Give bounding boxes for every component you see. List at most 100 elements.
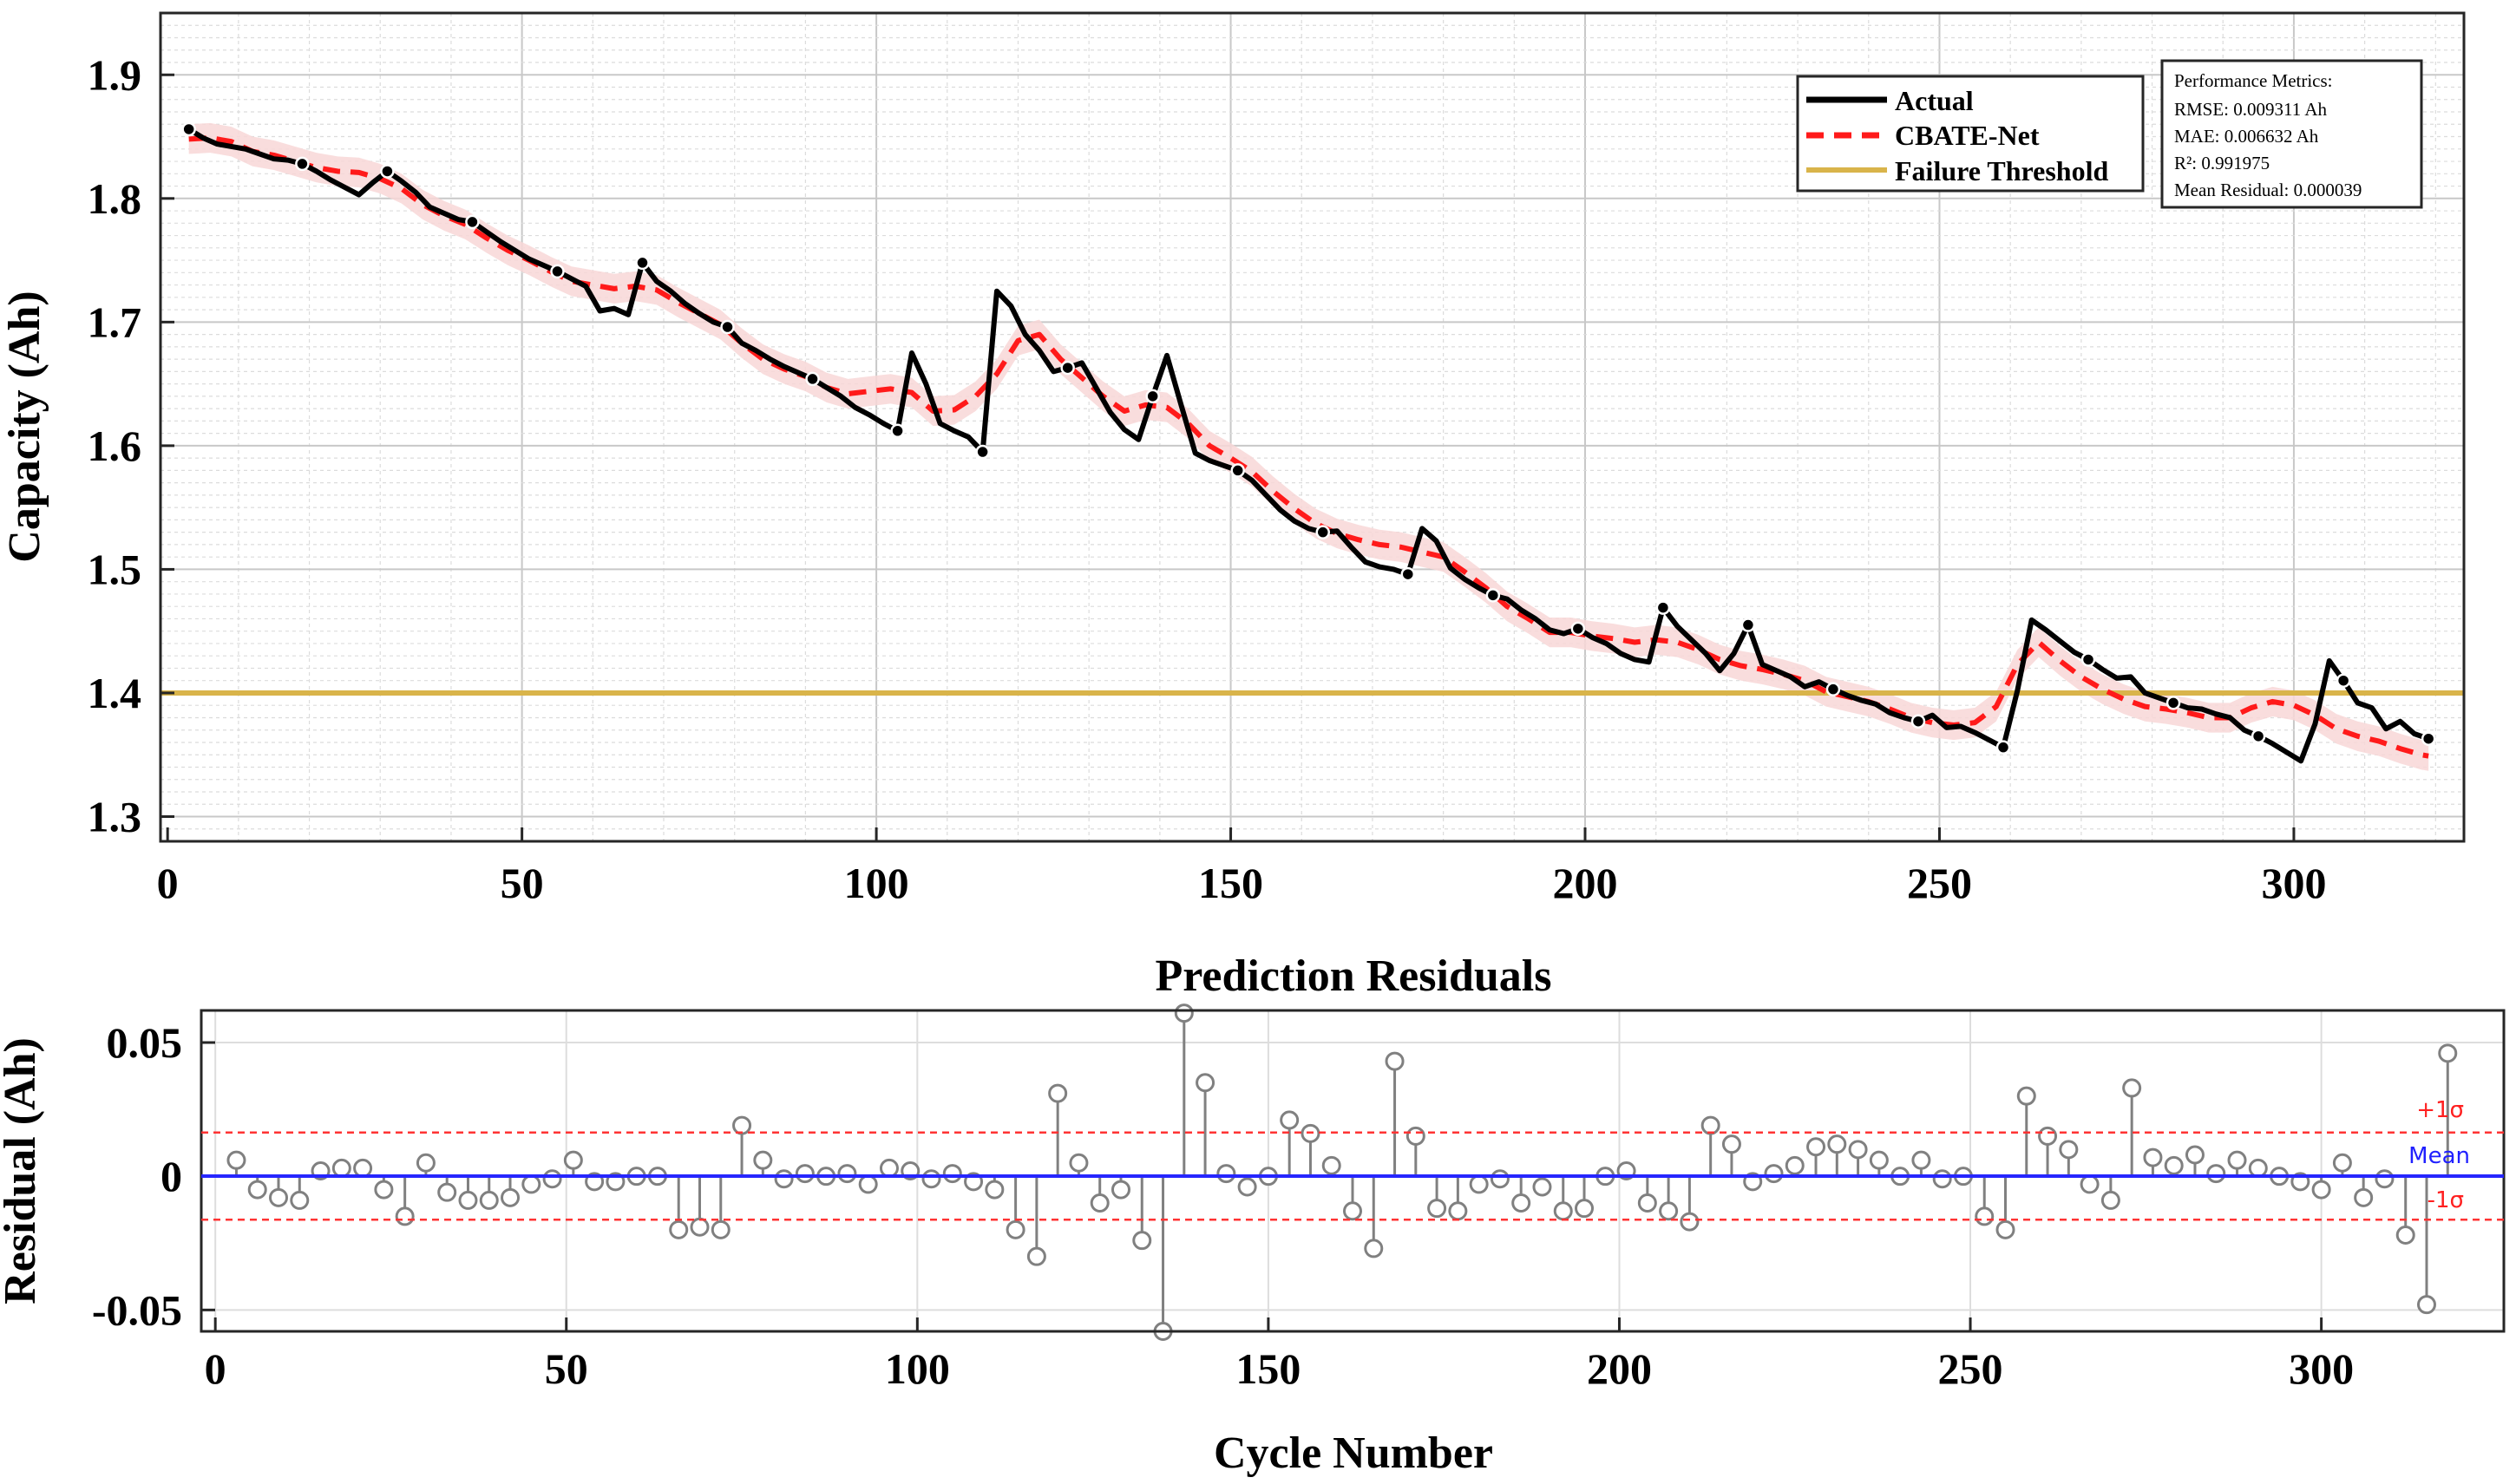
x-tick-label: 150 [1198, 859, 1263, 907]
x-tick-label: 0 [157, 859, 179, 907]
residual-marker [1848, 1140, 1868, 1160]
residual-marker [1448, 1201, 1468, 1221]
actual-marker [2251, 729, 2266, 744]
x-tick-label: 200 [1587, 1344, 1652, 1393]
x-tick-label: 300 [2261, 859, 2326, 907]
x-tick-label: 100 [885, 1344, 950, 1393]
residual-marker [1869, 1150, 1889, 1170]
plus-sigma-label: +1σ [2416, 1097, 2464, 1123]
residual-marker [1490, 1169, 1510, 1189]
actual-marker [635, 255, 650, 271]
legend-threshold-label: Failure Threshold [1895, 155, 2108, 186]
y-tick-label: 1.3 [88, 792, 142, 840]
residual-marker [1764, 1164, 1784, 1184]
residual-marker [711, 1219, 731, 1239]
residual-marker [795, 1164, 815, 1184]
predicted-series [188, 134, 2429, 759]
residual-marker [269, 1187, 289, 1207]
actual-marker [720, 319, 735, 335]
residual-marker [1196, 1073, 1215, 1093]
x-tick-label: 250 [1907, 859, 1972, 907]
actual-marker [1995, 740, 2011, 755]
residual-marker [1827, 1134, 1847, 1154]
residual-marker [479, 1190, 499, 1210]
actual-marker [2336, 673, 2351, 688]
y-tick-label: 1.8 [88, 174, 142, 223]
residual-marker [1680, 1212, 1700, 1232]
residual-marker [2354, 1187, 2374, 1207]
residual-marker [395, 1206, 415, 1226]
y-tick-label: 1.4 [88, 669, 142, 717]
residual-marker [1785, 1155, 1805, 1175]
x-tick-label: 100 [844, 859, 909, 907]
residual-marker [416, 1153, 436, 1173]
capacity-plot: 0 50 100 150 200 250 3001.31.41.51.61.71.81.9 … [0, 11, 2466, 907]
residual-marker [2059, 1140, 2079, 1160]
residual-marker [1721, 1134, 1741, 1154]
y-tick-label: 0 [161, 1152, 182, 1200]
residual-marker [2080, 1174, 2100, 1194]
minus-sigma-label: -1σ [2428, 1187, 2464, 1213]
actual-marker [890, 423, 905, 439]
residual-marker [226, 1150, 246, 1170]
residual-marker [2227, 1150, 2247, 1170]
residual-reference-lines [201, 1131, 2504, 1221]
residual-marker [669, 1219, 689, 1239]
residual-y-label: Residual (Ah) [0, 1037, 45, 1304]
x-tick-label: 200 [1553, 859, 1618, 907]
residual-marker [2438, 1043, 2458, 1063]
residual-marker [2038, 1126, 2058, 1146]
residual-marker [1975, 1206, 1995, 1226]
residual-marker [353, 1158, 373, 1178]
actual-marker [1060, 360, 1075, 376]
actual-marker [2165, 696, 2181, 710]
residual-title: Prediction Residuals [1156, 951, 1552, 1001]
metric-r2: R²: 0.991975 [2174, 153, 2270, 173]
x-tick-label: 50 [501, 859, 544, 907]
residual-marker [1700, 1115, 1720, 1135]
residual-marker [2185, 1145, 2205, 1165]
residual-marker [985, 1180, 1005, 1200]
residual-marker [2100, 1190, 2120, 1210]
y-tick-label: 1.6 [88, 422, 142, 470]
residual-marker [1511, 1193, 1531, 1213]
actual-marker [1485, 588, 1501, 603]
legend-actual-label: Actual [1895, 85, 1974, 116]
residual-marker [1806, 1137, 1826, 1157]
residual-marker [2416, 1295, 2436, 1315]
actual-marker [1145, 389, 1160, 404]
residual-axis-ticks: 0 50 100 150 200 250 300 -0.05 0 0.05 [92, 1018, 2354, 1393]
residual-marker [1090, 1193, 1110, 1213]
actual-marker [465, 214, 480, 230]
metric-mae: MAE: 0.006632 Ah [2174, 126, 2319, 147]
residual-marker [1174, 1003, 1194, 1023]
residual-marker [2375, 1169, 2395, 1189]
residual-marker [1069, 1153, 1089, 1173]
residual-marker [858, 1174, 878, 1194]
metrics-frame [2160, 59, 2423, 209]
residual-marker [1575, 1199, 1595, 1219]
residual-marker [2248, 1158, 2268, 1178]
y-tick-label: -0.05 [92, 1285, 182, 1334]
actual-marker [1570, 621, 1586, 637]
residual-marker [1385, 1051, 1405, 1071]
residual-marker [837, 1164, 857, 1184]
actual-marker [181, 121, 196, 137]
residual-marker [1427, 1199, 1447, 1219]
metric-rmse: RMSE: 0.009311 Ah [2174, 99, 2327, 120]
actual-marker [975, 444, 990, 460]
residual-marker [1343, 1201, 1362, 1221]
plot-frame-capacity [159, 11, 2466, 843]
residual-marker [1659, 1201, 1679, 1221]
actual-marker [2421, 731, 2436, 746]
residual-marker [2395, 1226, 2415, 1245]
actual-marker [295, 156, 310, 172]
capacity-y-label: Capacity (Ah) [0, 291, 49, 562]
x-tick-label: 250 [1938, 1344, 2003, 1393]
actual-marker [1230, 463, 1245, 478]
metrics-title: Performance Metrics: [2174, 70, 2333, 91]
residual-marker [2311, 1180, 2331, 1200]
metrics-box: Performance Metrics: RMSE: 0.009311 Ah M… [2160, 59, 2423, 209]
y-tick-label: 1.7 [88, 297, 142, 346]
